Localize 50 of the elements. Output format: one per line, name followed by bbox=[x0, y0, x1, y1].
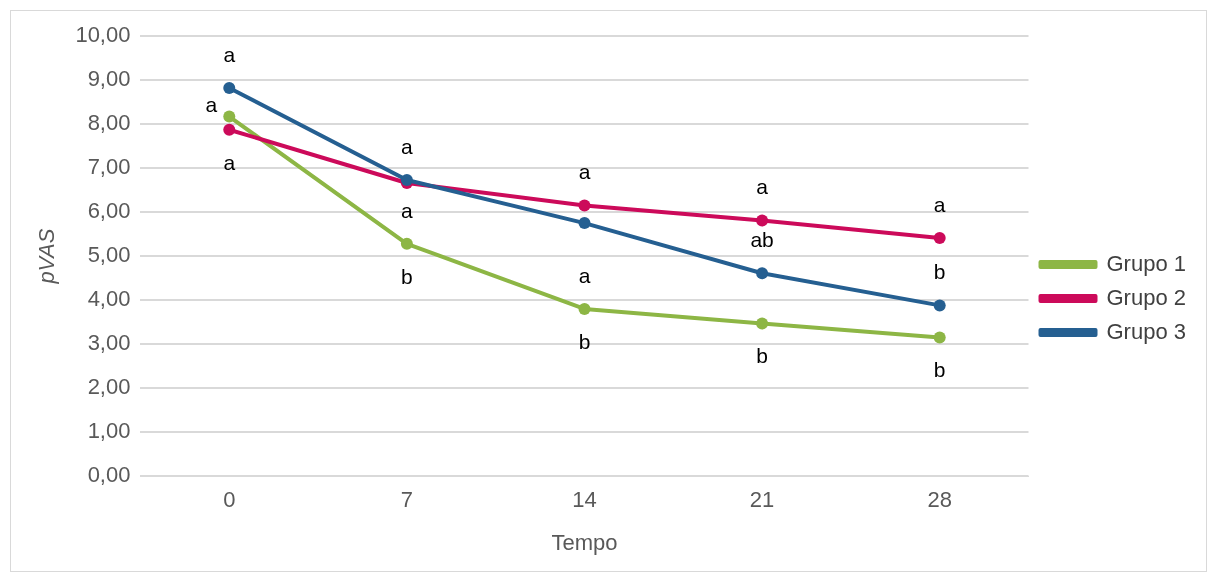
point bbox=[756, 267, 769, 280]
point bbox=[578, 302, 591, 315]
annotation: a bbox=[205, 93, 218, 117]
annotation: a bbox=[578, 160, 591, 184]
point bbox=[756, 317, 769, 330]
point bbox=[223, 110, 236, 123]
point bbox=[578, 217, 591, 230]
point bbox=[578, 199, 591, 212]
annotation: a bbox=[578, 263, 591, 287]
y-tick-label: 9,00 bbox=[87, 66, 131, 92]
y-tick-label: 0,00 bbox=[87, 462, 131, 488]
y-tick-label: 8,00 bbox=[87, 110, 131, 136]
point bbox=[223, 81, 236, 94]
x-tick-label: 21 bbox=[749, 487, 775, 513]
legend-label: Grupo 3 bbox=[1106, 318, 1187, 344]
annotation: a bbox=[756, 175, 769, 199]
annotation: ab bbox=[750, 228, 774, 252]
annotation: a bbox=[401, 198, 414, 222]
x-tick-label: 14 bbox=[572, 487, 597, 513]
y-tick-label: 1,00 bbox=[87, 418, 131, 444]
point bbox=[933, 331, 946, 344]
y-tick-label: 10,00 bbox=[75, 22, 131, 48]
y-tick-label: 5,00 bbox=[87, 242, 131, 268]
annotation: b bbox=[578, 329, 591, 353]
legend-label: Grupo 1 bbox=[1106, 250, 1187, 276]
y-tick-label: 3,00 bbox=[87, 330, 131, 356]
annotation: b bbox=[933, 358, 946, 382]
y-tick-label: 2,00 bbox=[87, 374, 131, 400]
annotation: b bbox=[756, 344, 768, 368]
x-tick-label: 0 bbox=[223, 487, 236, 513]
annotation: a bbox=[223, 150, 236, 174]
annotation: a bbox=[223, 42, 236, 66]
y-tick-label: 4,00 bbox=[87, 286, 131, 312]
annotation: a bbox=[401, 134, 414, 158]
annotation: a bbox=[933, 192, 946, 216]
point bbox=[933, 299, 946, 312]
point bbox=[933, 232, 946, 245]
point bbox=[400, 237, 413, 250]
annotation: b bbox=[401, 264, 413, 288]
y-tick-label: 6,00 bbox=[87, 198, 131, 224]
legend-label: Grupo 2 bbox=[1106, 284, 1187, 310]
x-tick-label: 7 bbox=[400, 487, 413, 513]
point bbox=[756, 214, 769, 227]
x-tick-label: 28 bbox=[927, 487, 952, 513]
point bbox=[400, 173, 413, 186]
annotation: b bbox=[933, 260, 946, 284]
point bbox=[223, 123, 236, 136]
y-axis-title: pVAS bbox=[34, 228, 60, 285]
y-tick-label: 7,00 bbox=[87, 154, 131, 180]
x-axis-title: Tempo bbox=[551, 529, 618, 555]
